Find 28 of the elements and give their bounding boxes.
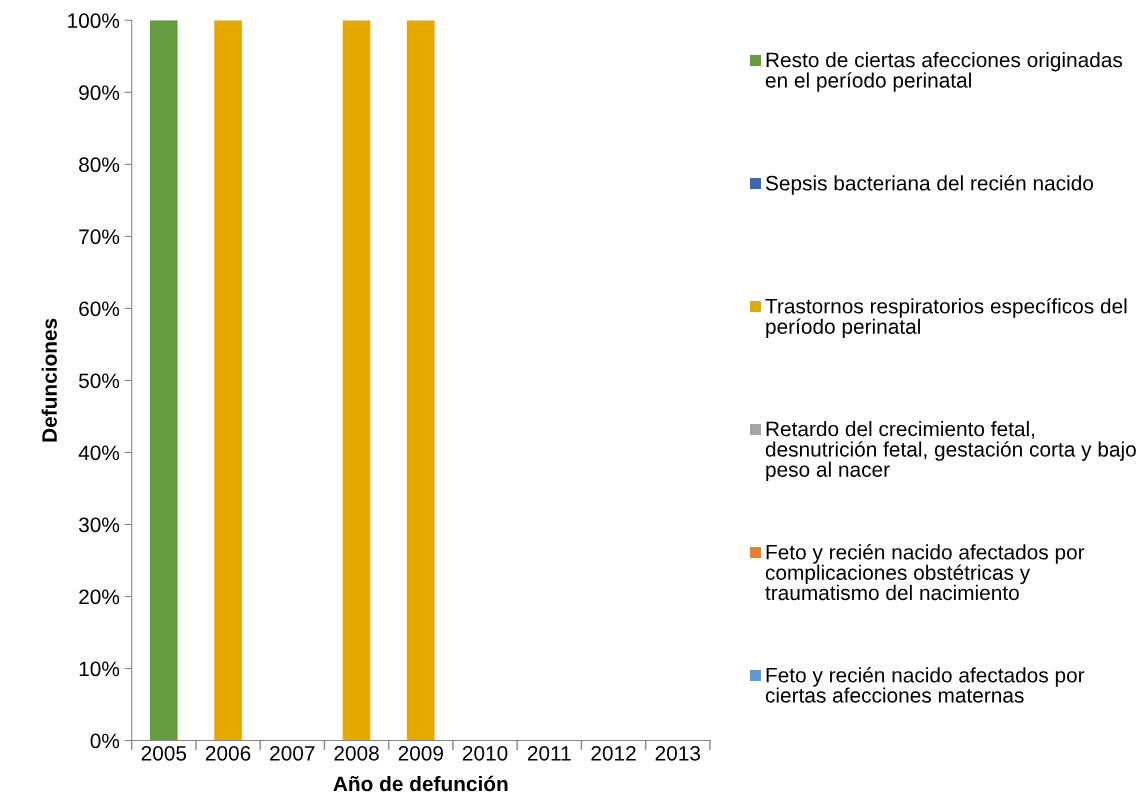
y-tick-label: 30% — [78, 517, 120, 533]
legend-label: Feto y recién nacido afectados por ciertas afecciones maternas — [765, 667, 1085, 703]
legend-label: Trastornos respiratorios específicos del período perinatal — [765, 298, 1127, 339]
y-tick-label: 40% — [78, 445, 120, 461]
y-tick-label: 90% — [79, 85, 120, 101]
y-tick-label: 50% — [79, 373, 120, 389]
y-tick-label: 70% — [79, 229, 120, 245]
y-axis-title: Defunciones — [41, 318, 57, 442]
y-tick-label: 100% — [68, 13, 120, 29]
y-tick-label: 60% — [79, 301, 120, 317]
x-tick-label: 2009 — [398, 745, 443, 761]
x-tick-label: 2011 — [527, 745, 571, 761]
x-tick-label: 2010 — [462, 745, 508, 761]
legend-label: Retardo del crecimiento fetal, desnutrición fetal, gestación corta y bajo peso al nacer — [765, 421, 1136, 482]
y-tick-label: 80% — [79, 157, 120, 173]
x-tick-label: 2006 — [205, 745, 251, 761]
legend-label: Resto de ciertas afecciones originadas en el período perinatal — [765, 52, 1123, 92]
x-axis-title: Año de defunción — [333, 775, 508, 792]
legend-label: Feto y recién nacido afectados por complicaciones obstétricas y traumatismo del nacimiento — [765, 544, 1085, 601]
y-tick-label: 0% — [90, 733, 120, 749]
x-tick-label: 2007 — [270, 745, 315, 761]
y-tick-label: 10% — [79, 661, 120, 677]
y-tick-label: 20% — [79, 589, 120, 605]
x-tick-label: 2012 — [591, 745, 636, 761]
x-tick-label: 2005 — [141, 745, 187, 761]
legend-label: Sepsis bacteriana del recién nacido — [765, 175, 1094, 195]
x-tick-label: 2008 — [334, 745, 379, 761]
x-tick-label: 2013 — [655, 745, 701, 761]
